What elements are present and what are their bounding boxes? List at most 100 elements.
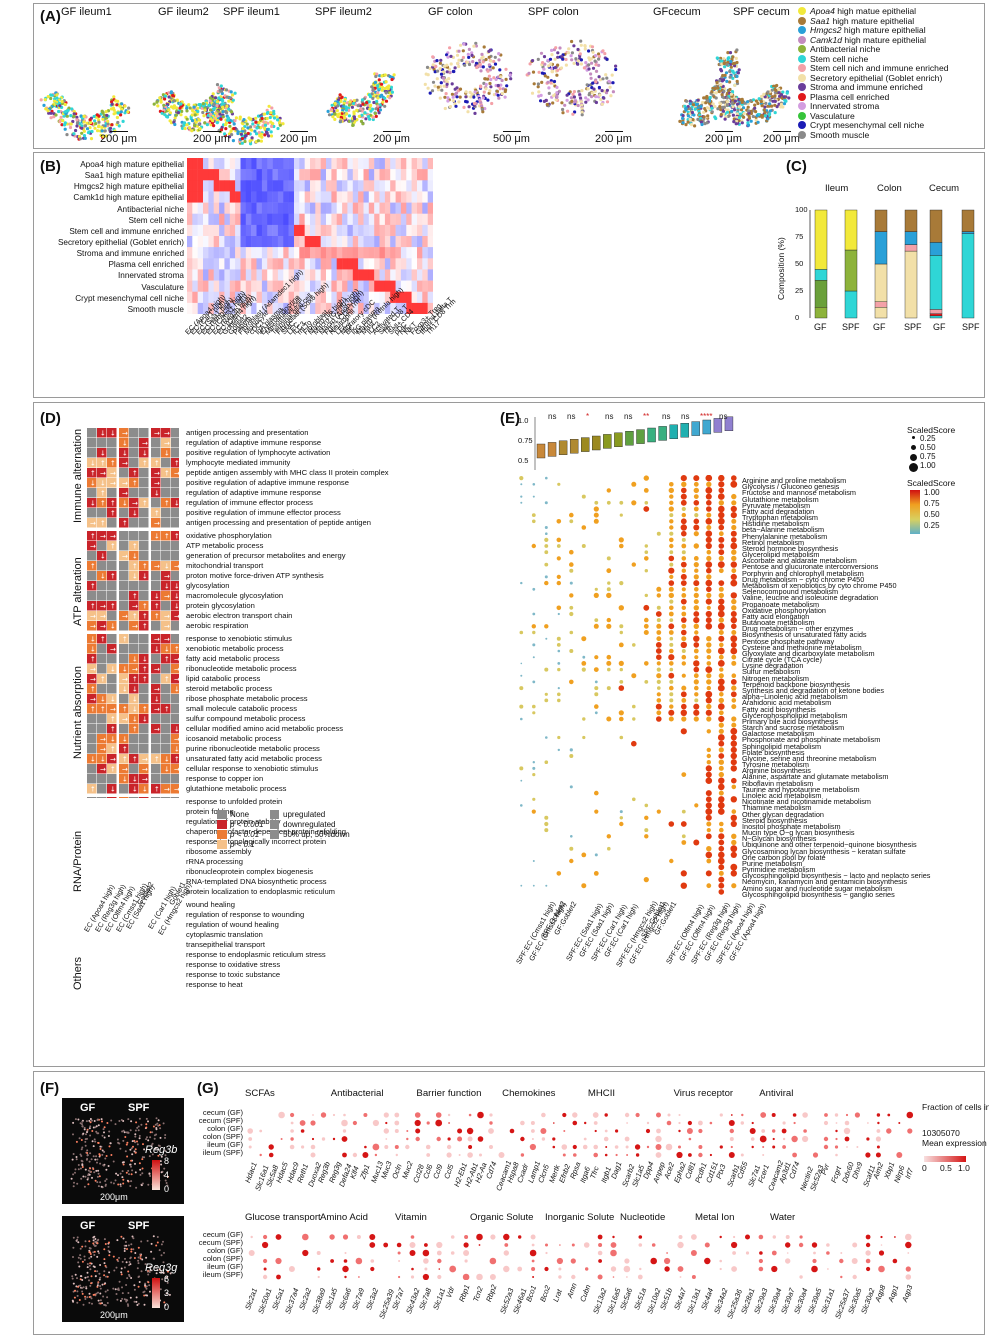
spot [155, 100, 159, 104]
direction-arrow: ↓ [122, 686, 128, 694]
heatmap-cell [299, 269, 305, 281]
heatmap-cell [229, 291, 236, 304]
pathway-dot [581, 544, 586, 548]
go-cell [87, 581, 97, 591]
gene-dot [529, 1143, 536, 1151]
spot [493, 55, 497, 59]
pathway-dot [544, 575, 548, 579]
pathway-dot [519, 704, 524, 709]
spot [257, 130, 261, 135]
spot [584, 100, 588, 104]
heatmap-cell [288, 302, 295, 314]
expression-spot [71, 1158, 74, 1161]
heatmap-cell [417, 258, 423, 270]
gene-dot [835, 1137, 838, 1141]
gene-dot [583, 1242, 590, 1248]
heatmap-cell [395, 191, 402, 203]
gene-dot [826, 1251, 830, 1255]
spot [190, 108, 195, 112]
legend-label: Innervated stroma [810, 101, 880, 111]
spot [105, 113, 109, 118]
pathway-dot [519, 630, 524, 635]
go-cell [107, 561, 117, 571]
gene-dot [792, 1113, 797, 1117]
spot [231, 93, 235, 97]
pathway-label: Butanoate metabolism [742, 618, 815, 628]
heatmap-cell [299, 224, 305, 237]
spot [705, 96, 709, 100]
go-cell [129, 704, 139, 714]
gene-dot [384, 1145, 389, 1149]
heatmap-cell [219, 236, 225, 248]
pathway-dot [594, 500, 599, 505]
spot [447, 77, 451, 81]
heatmap-cell [272, 236, 279, 248]
heatmap-cell [288, 202, 295, 214]
spot [82, 134, 87, 138]
spot [718, 105, 722, 109]
spot [495, 89, 499, 94]
spot [777, 87, 781, 91]
go-cell [139, 611, 149, 621]
gene-dot [731, 1241, 738, 1249]
spot [464, 95, 468, 99]
stack-segment [904, 244, 918, 252]
pathway-label: Primary bile acid biosynthesis [742, 716, 839, 726]
spot [116, 120, 120, 125]
pathway-label: Glycosaminog lycan biosynthesis − kerata… [742, 846, 906, 856]
spot [453, 102, 457, 106]
spot [193, 111, 197, 115]
gene-dot [898, 1122, 901, 1124]
expression-spot [160, 1155, 163, 1158]
heatmap-cell [256, 169, 263, 181]
gene-dot [664, 1257, 671, 1265]
heatmap-cell [326, 202, 332, 214]
heatmap-cell [352, 191, 359, 203]
heatmap-cell [229, 202, 236, 214]
pathway-dot [706, 760, 711, 765]
pathway-dot [717, 684, 725, 692]
spot [500, 91, 504, 96]
pathway-dot [731, 475, 737, 481]
pathway-dot [520, 483, 523, 486]
pathway-dot [619, 581, 624, 586]
heatmap-cell [213, 247, 220, 259]
spot [759, 99, 764, 104]
heatmap-cell [395, 169, 402, 181]
pathway-dot [705, 598, 712, 605]
legend-size-dot [912, 436, 915, 439]
go-cell [161, 541, 171, 551]
direction-arrow: ↓ [154, 696, 160, 704]
gene-dot [383, 1112, 389, 1118]
heatmap-cell [203, 224, 209, 237]
gene-dot [834, 1113, 839, 1117]
pathway-dot [717, 802, 725, 809]
gene-dot [342, 1129, 347, 1133]
gene-dot [751, 1145, 754, 1149]
pathway-dot [718, 882, 725, 889]
gene-dot [332, 1113, 336, 1117]
spot [254, 116, 258, 120]
go-cell [129, 531, 139, 541]
pathway-dot [718, 715, 725, 723]
pathway-dot [681, 685, 687, 691]
gene-dot [865, 1258, 871, 1264]
heatmap-cell [374, 158, 380, 170]
pathway-dot [718, 851, 725, 859]
go-cell [97, 428, 107, 438]
heatmap-cell [342, 280, 348, 292]
gene-dot [529, 1249, 537, 1257]
gene-dot [289, 1144, 295, 1150]
go-term-label: response to heat [186, 980, 243, 989]
spot [462, 42, 466, 46]
direction-arrow: ↓ [100, 696, 106, 704]
expression-spot [88, 1127, 91, 1130]
direction-arrow: ↓ [174, 603, 179, 611]
go-cell [151, 684, 161, 694]
spot [343, 98, 347, 102]
pathway-dot [532, 519, 536, 524]
scale-bar [383, 131, 401, 132]
heatmap-cell [240, 280, 247, 292]
pathway-dot [718, 710, 724, 716]
go-cell [171, 611, 179, 621]
